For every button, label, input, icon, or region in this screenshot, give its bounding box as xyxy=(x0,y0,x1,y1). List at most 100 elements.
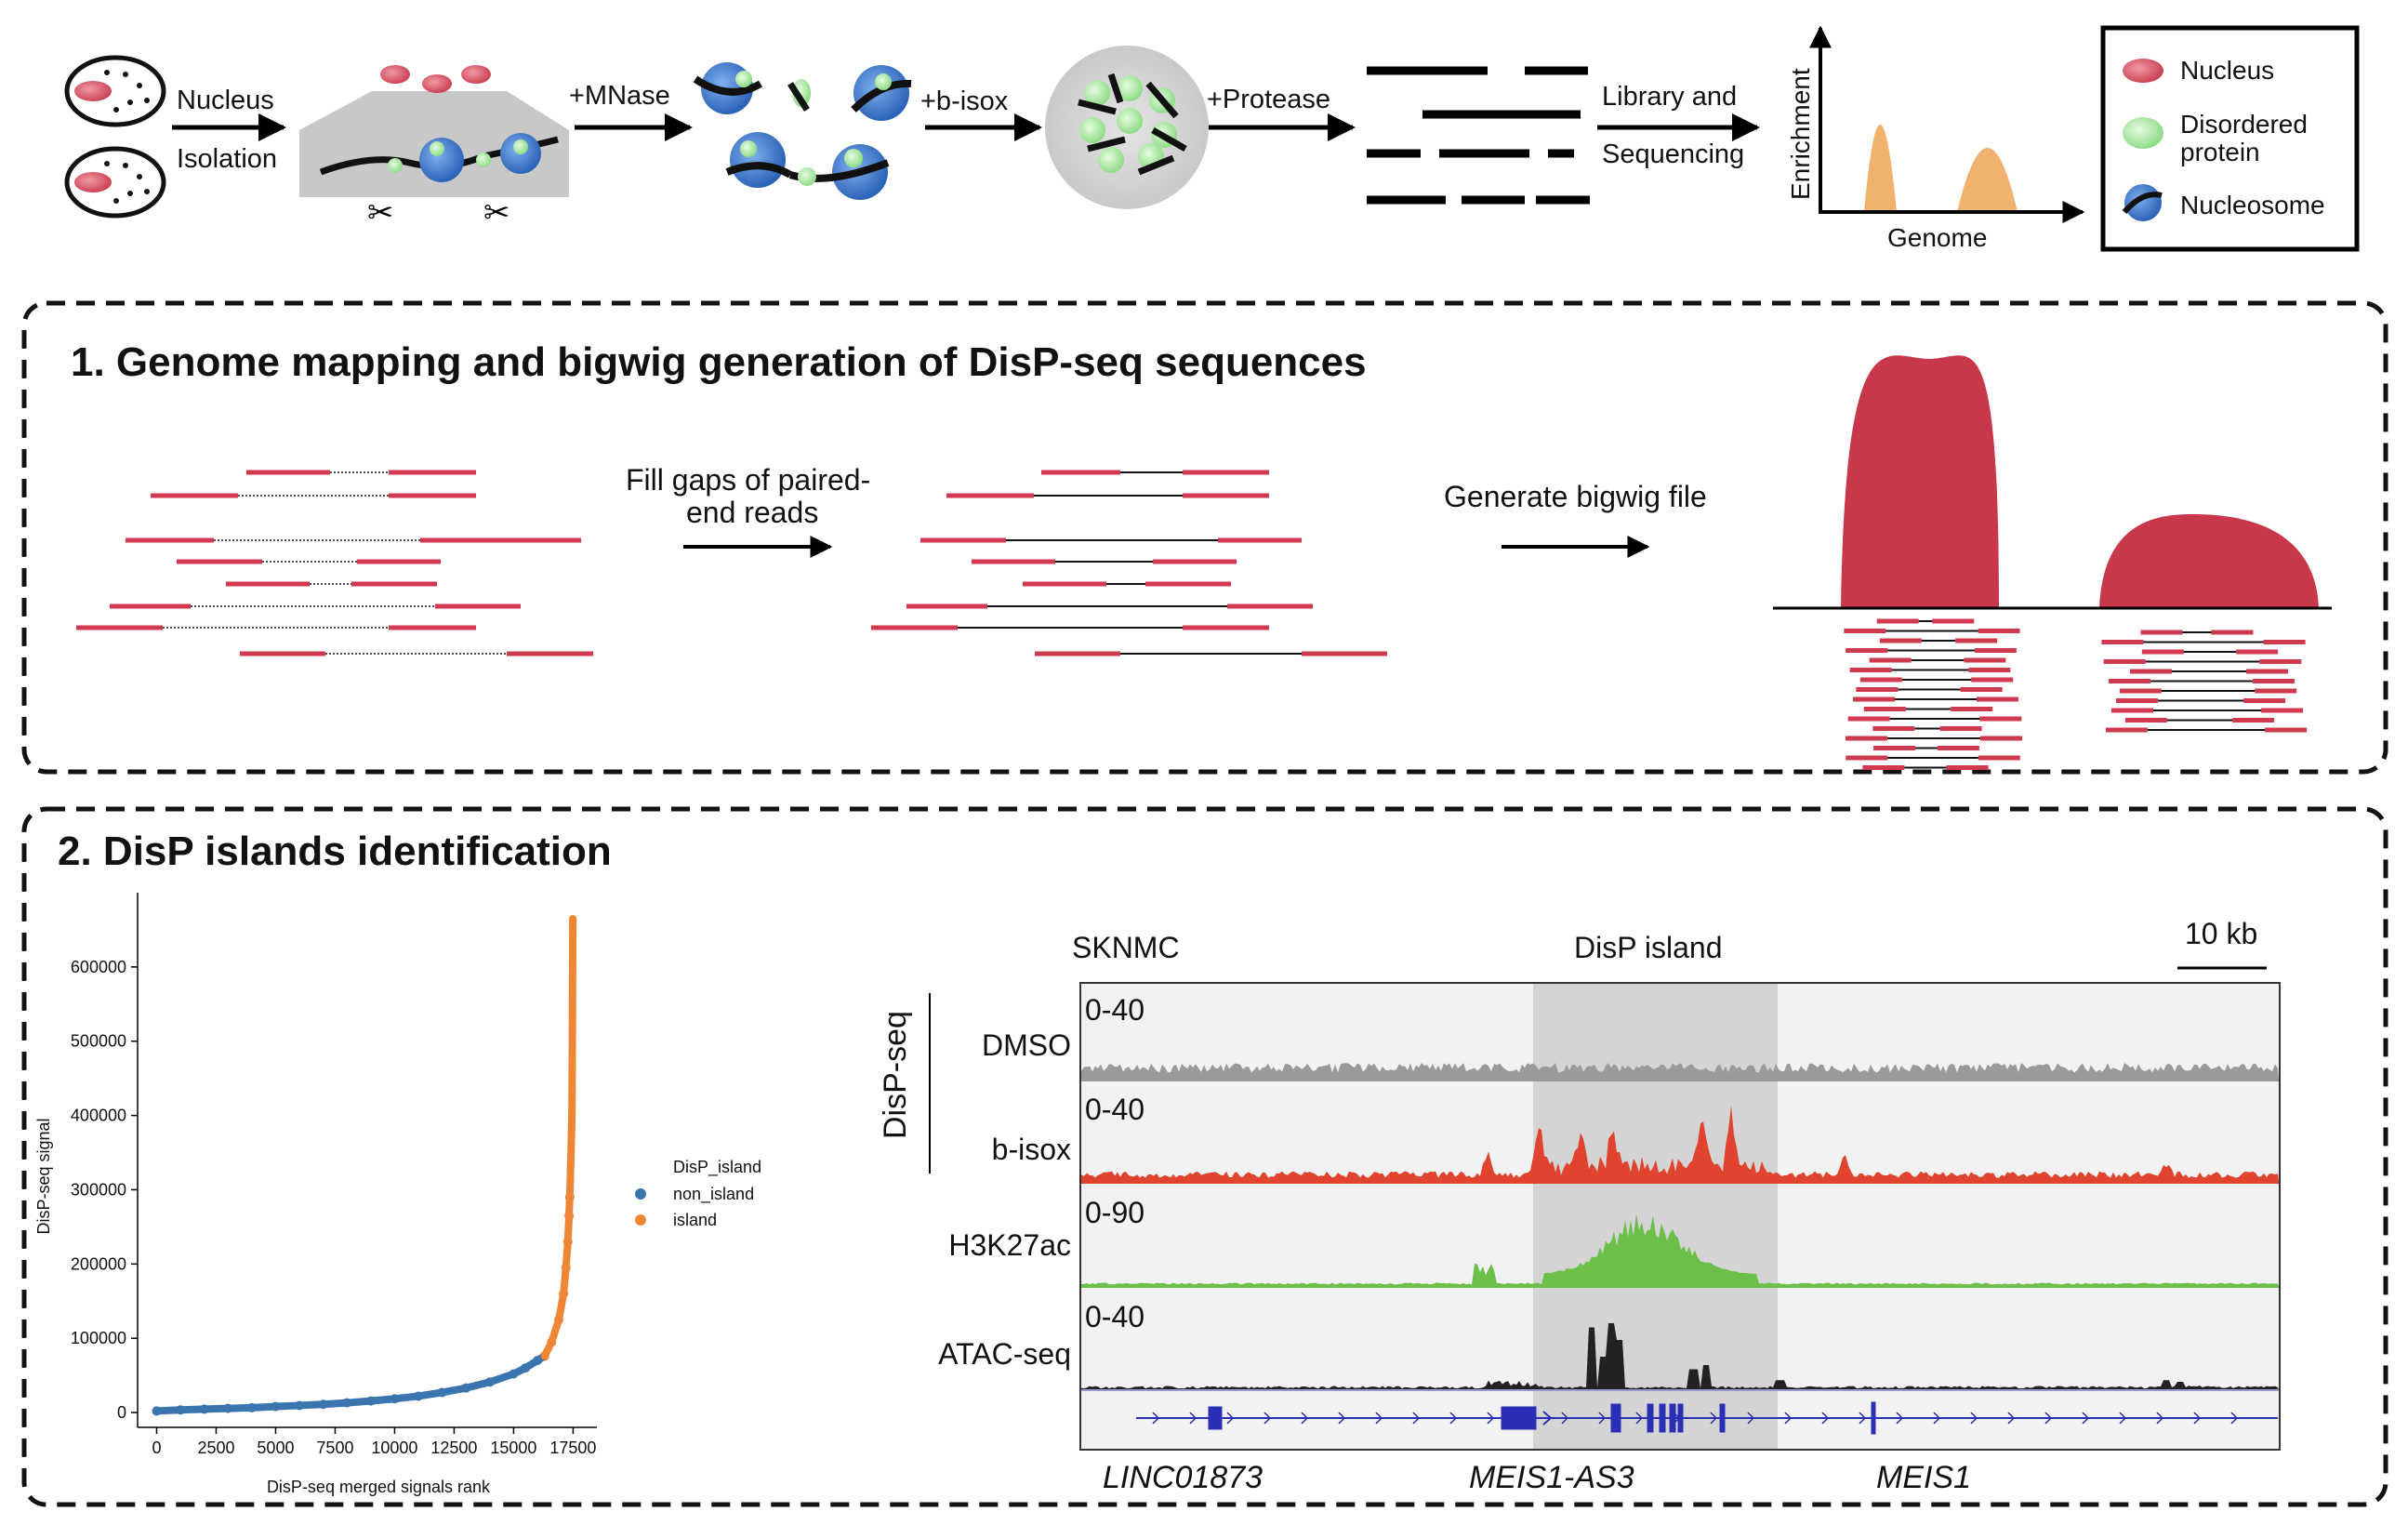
y-axis-label: DisP-seq signal xyxy=(34,1118,53,1234)
strand-arrow xyxy=(2044,1412,2053,1425)
series-line-island xyxy=(563,1212,574,1246)
track-name-label: DMSO xyxy=(982,1028,1071,1062)
track-signal-b-isox xyxy=(1081,1105,2279,1183)
series-line-non_island xyxy=(296,1400,327,1410)
series-line-non_island xyxy=(152,1406,185,1415)
x-tick-label: 15000 xyxy=(490,1439,536,1457)
strand-arrow xyxy=(2230,1412,2239,1425)
track-range-label: 0-90 xyxy=(1085,1196,1144,1229)
step-bisox-label: +b-isox xyxy=(920,86,1009,116)
strand-arrow xyxy=(1821,1412,1830,1425)
legend-nucleus: Nucleus xyxy=(2180,56,2274,85)
legend-disordered: Disordered xyxy=(2180,110,2308,139)
series-line-non_island xyxy=(247,1402,280,1412)
y-tick-label: 200000 xyxy=(71,1254,126,1273)
strand-arrow xyxy=(1598,1412,1607,1425)
unfilled-read-pairs xyxy=(76,470,593,656)
series-line-non_island xyxy=(343,1397,375,1407)
strand-arrow xyxy=(2082,1412,2090,1425)
strand-arrow xyxy=(2156,1412,2164,1425)
track-range-label: 0-40 xyxy=(1085,993,1144,1027)
x-tick-label: 2500 xyxy=(197,1439,234,1457)
strand-arrow xyxy=(2119,1412,2127,1425)
strand-arrow xyxy=(2007,1412,2016,1425)
strand-arrow xyxy=(1673,1412,1681,1425)
series-line-island xyxy=(548,1316,563,1346)
scale-bar-label: 10 kb xyxy=(2185,917,2257,950)
strand-arrow xyxy=(1896,1412,1904,1425)
nucleus-cell-icon xyxy=(64,55,166,219)
bigwig-peak-1 xyxy=(1841,355,1999,608)
strand-arrow xyxy=(1933,1412,1941,1425)
series-line-non_island xyxy=(462,1378,494,1392)
bigwig-peaks xyxy=(1773,355,2332,610)
strand-arrow xyxy=(1487,1412,1495,1425)
legend-marker-island xyxy=(635,1214,646,1226)
y-tick-label: 600000 xyxy=(71,958,126,976)
strand-arrow xyxy=(1635,1412,1644,1425)
disordered-protein-legend-icon xyxy=(2123,117,2163,149)
y-tick-label: 300000 xyxy=(71,1180,126,1199)
y-tick-label: 0 xyxy=(117,1403,126,1422)
strand-arrow xyxy=(1710,1412,1718,1425)
strand-arrow xyxy=(1859,1412,1867,1425)
strand-arrow xyxy=(2193,1412,2202,1425)
dna-fragments-icon xyxy=(1367,66,1590,205)
strand-arrow xyxy=(1561,1412,1569,1425)
step-isolation-label: Isolation xyxy=(177,144,277,174)
condensate-icon xyxy=(1045,46,1209,209)
step-mnase-label: +MNase xyxy=(569,81,670,111)
panel-2-title: 2. DisP islands identification xyxy=(58,829,612,874)
genome-axis-label: Genome xyxy=(1887,223,1987,252)
island-rank-scatter: DisP-seq signal DisP-seq merged signals … xyxy=(34,893,761,1496)
track-name-label: ATAC-seq xyxy=(938,1337,1071,1371)
track-range-label: 0-40 xyxy=(1085,1300,1144,1333)
enrichment-schematic: Enrichment Genome xyxy=(1786,25,2085,252)
scissors-icon: ✂ xyxy=(367,195,394,231)
step-nucleus-label: Nucleus xyxy=(177,86,274,115)
x-tick-label: 10000 xyxy=(371,1439,417,1457)
series-line-non_island xyxy=(390,1392,423,1403)
strand-arrow xyxy=(1747,1412,1755,1425)
step-library-label: Library and xyxy=(1602,82,1737,112)
strand-arrow xyxy=(1264,1412,1272,1425)
panel-1: 1. Genome mapping and bigwig generation … xyxy=(21,300,2388,775)
nucleosome-legend-icon xyxy=(2122,184,2163,221)
legend-title: DisP_island xyxy=(673,1158,761,1177)
series-line-non_island xyxy=(319,1399,351,1409)
workflow: Nucleus Isolation ✂ ✂ +MNase xyxy=(64,25,2360,252)
fill-gaps-label-2: end reads xyxy=(686,496,818,529)
gene-meis1: MEIS1 xyxy=(1876,1460,1971,1495)
generate-bigwig-label: Generate bigwig file xyxy=(1444,480,1707,513)
disp-island-label: DisP island xyxy=(1574,931,1722,964)
filled-read-pairs xyxy=(871,470,1387,656)
fill-gaps-label: Fill gaps of paired- xyxy=(626,463,870,497)
step-sequencing-label: Sequencing xyxy=(1602,139,1744,169)
series-line-island xyxy=(555,1290,568,1324)
y-tick-label: 100000 xyxy=(71,1329,126,1347)
series-line-non_island xyxy=(415,1388,446,1400)
strand-arrow xyxy=(1784,1412,1793,1425)
legend-protein: protein xyxy=(2180,138,2260,166)
series-line-non_island xyxy=(177,1405,208,1414)
strand-arrow xyxy=(1226,1412,1235,1425)
x-tick-label: 17500 xyxy=(549,1439,596,1457)
strand-arrow xyxy=(1412,1412,1421,1425)
series-line-non_island xyxy=(485,1370,518,1386)
workflow-legend: Nucleus Disordered protein Nucleosome xyxy=(2100,25,2360,252)
x-tick-label: 0 xyxy=(152,1439,161,1457)
cell-line-label: SKNMC xyxy=(1072,931,1180,964)
y-tick-label: 400000 xyxy=(71,1107,126,1125)
track-signal-dmso xyxy=(1081,1063,2279,1081)
panel-2: 2. DisP islands identification DisP-seq … xyxy=(21,806,2388,1507)
piled-reads xyxy=(1844,618,2308,770)
series-line-non_island xyxy=(271,1401,304,1411)
y-tick-label: 500000 xyxy=(71,1032,126,1051)
series-line-non_island xyxy=(438,1384,470,1397)
strand-arrow xyxy=(1970,1412,1978,1425)
series-line-island xyxy=(562,1238,572,1272)
strand-arrow xyxy=(1189,1412,1197,1425)
island-highlight xyxy=(1533,984,1778,1449)
nucleosome-fragments-icon xyxy=(693,62,912,200)
